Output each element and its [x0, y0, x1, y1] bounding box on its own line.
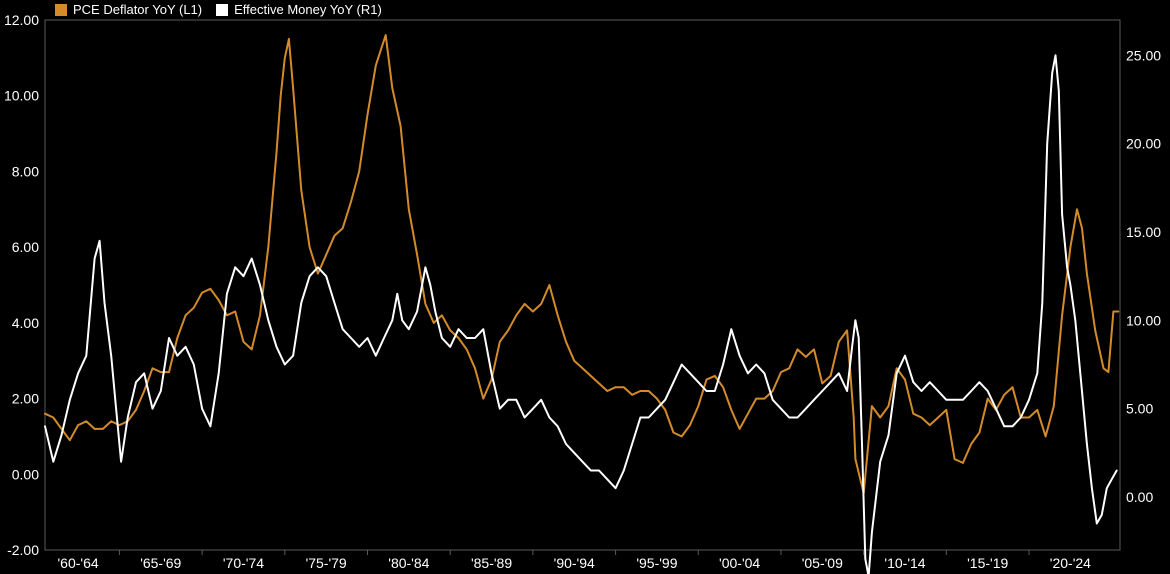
y-right-tick-label: 5.00	[1126, 401, 1153, 417]
y-left-tick-label: 10.00	[4, 88, 39, 104]
y-right-tick-label: 15.00	[1126, 224, 1161, 240]
legend-item-money: Effective Money YoY (R1)	[216, 2, 382, 17]
x-tick-label: '00-'04	[719, 555, 760, 571]
y-left-tick-label: 4.00	[12, 315, 39, 331]
series-line-0	[45, 35, 1118, 493]
y-right-tick-label: 0.00	[1126, 489, 1153, 505]
y-right-tick-label: 20.00	[1126, 136, 1161, 152]
legend-label-pce: PCE Deflator YoY (L1)	[73, 2, 202, 17]
y-left-tick-label: 2.00	[12, 391, 39, 407]
x-tick-label: '75-'79	[306, 555, 347, 571]
y-left-tick-label: 6.00	[12, 239, 39, 255]
x-tick-label: '60-'64	[57, 555, 98, 571]
x-tick-label: '15-'19	[967, 555, 1008, 571]
series-line-1	[45, 55, 1117, 574]
x-tick-label: '65-'69	[140, 555, 181, 571]
x-tick-label: '70-'74	[223, 555, 264, 571]
legend-swatch-pce	[55, 4, 67, 16]
y-right-tick-label: 10.00	[1126, 312, 1161, 328]
legend-swatch-money	[216, 4, 228, 16]
legend-item-pce: PCE Deflator YoY (L1)	[55, 2, 202, 17]
x-tick-label: '10-'14	[884, 555, 925, 571]
y-left-tick-label: 8.00	[12, 163, 39, 179]
x-tick-label: '20-'24	[1050, 555, 1091, 571]
x-tick-label: '85-'89	[471, 555, 512, 571]
x-tick-label: '95-'99	[636, 555, 677, 571]
x-tick-label: '80-'84	[388, 555, 429, 571]
legend: PCE Deflator YoY (L1) Effective Money Yo…	[55, 2, 382, 17]
x-tick-label: '05-'09	[802, 555, 843, 571]
y-left-tick-label: 12.00	[4, 12, 39, 28]
y-left-tick-label: 0.00	[12, 466, 39, 482]
chart-container: -2.00 0.00 2.00 4.00 6.00 8.00 10.00 12.00 0.00 5…	[0, 0, 1170, 574]
y-left-tick-label: -2.00	[7, 542, 39, 558]
y-right-tick-label: 25.00	[1126, 47, 1161, 63]
legend-label-money: Effective Money YoY (R1)	[234, 2, 382, 17]
chart-svg: -2.00 0.00 2.00 4.00 6.00 8.00 10.00 12.00 0.00 5…	[0, 0, 1170, 574]
x-tick-label: '90-'94	[554, 555, 595, 571]
